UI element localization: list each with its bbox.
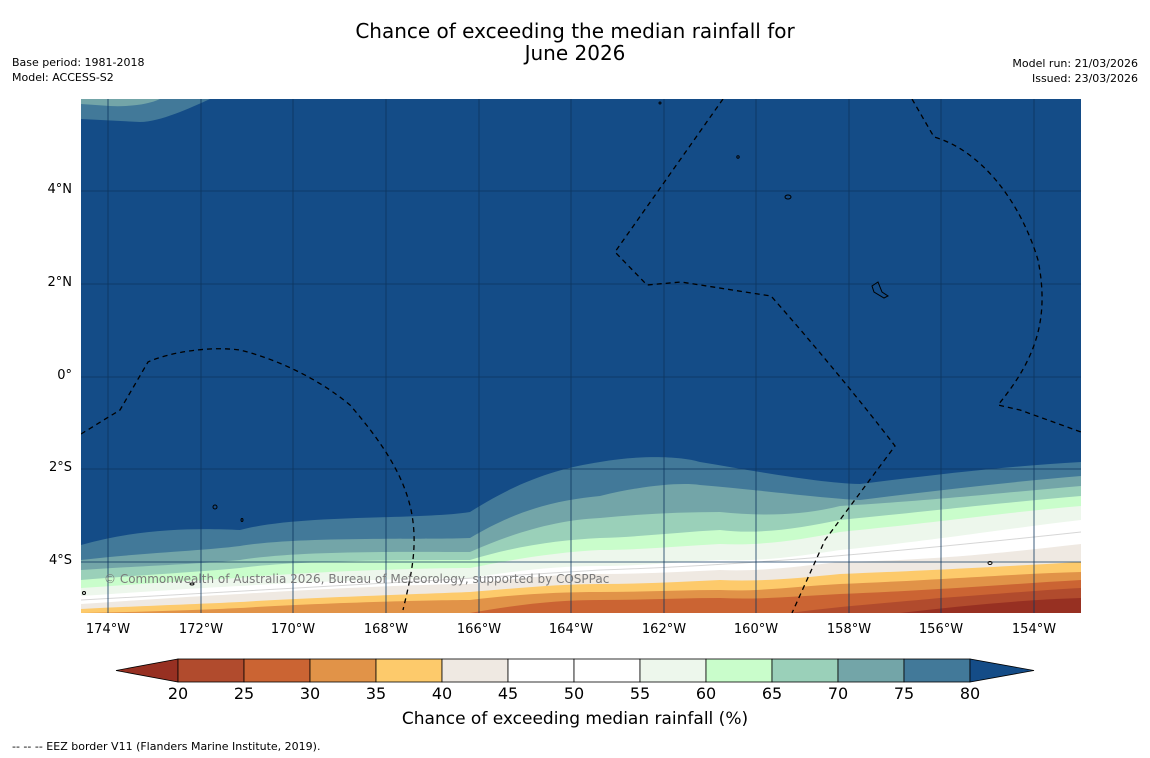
copyright-credit: © Commonwealth of Australia 2026, Bureau… xyxy=(104,572,610,586)
colorbar xyxy=(115,658,1035,683)
lon-label-160w: 160°W xyxy=(733,622,779,637)
colorbar-segment xyxy=(837,658,905,683)
title-line-1: Chance of exceeding the median rainfall … xyxy=(355,19,795,43)
lat-label-2s: 2°S xyxy=(48,460,72,475)
colorbar-tick-label: 75 xyxy=(893,684,915,703)
meta-left: Base period: 1981-2018 Model: ACCESS-S2 xyxy=(12,55,144,85)
lon-label-164w: 164°W xyxy=(548,622,594,637)
colorbar-extend-high xyxy=(969,658,1035,683)
colorbar-tick-label: 55 xyxy=(629,684,651,703)
contour-line xyxy=(81,531,1081,601)
colorbar-tick-label: 70 xyxy=(827,684,849,703)
lon-label-166w: 166°W xyxy=(456,622,502,637)
issued-date: Issued: 23/03/2026 xyxy=(1031,72,1138,85)
colorbar-tick-label: 40 xyxy=(431,684,453,703)
contour-70-75-top xyxy=(81,99,160,107)
colorbar-segment xyxy=(441,658,509,683)
colorbar-tick-label: 45 xyxy=(497,684,519,703)
colorbar-tick-label: 30 xyxy=(299,684,321,703)
colorbar-extend-low xyxy=(115,658,179,683)
colorbar-tick-label: 50 xyxy=(563,684,585,703)
colorbar-tick-label: 60 xyxy=(695,684,717,703)
map-title: Chance of exceeding the median rainfall … xyxy=(0,20,1150,64)
contour-below-20 xyxy=(900,598,1081,613)
colorbar-segment xyxy=(573,658,641,683)
islands xyxy=(82,101,993,595)
footer-note: -- -- -- EEZ border V11 (Flanders Marine… xyxy=(12,740,321,753)
lon-label-156w: 156°W xyxy=(918,622,964,637)
lon-label-162w: 162°W xyxy=(641,622,687,637)
lat-label-0: 0° xyxy=(57,368,72,383)
colorbar-title: Chance of exceeding median rainfall (%) xyxy=(401,709,749,729)
colorbar-segment xyxy=(507,658,575,683)
lon-label-174w: 174°W xyxy=(85,622,131,637)
model-name: Model: ACCESS-S2 xyxy=(12,71,114,84)
lon-label-154w: 154°W xyxy=(1011,622,1057,637)
colorbar-segment xyxy=(903,658,971,683)
colorbar-tick-label: 20 xyxy=(167,684,189,703)
lon-label-168w: 168°W xyxy=(363,622,409,637)
lon-label-172w: 172°W xyxy=(178,622,224,637)
colorbar-segment xyxy=(309,658,377,683)
lat-label-4n: 4°N xyxy=(47,182,73,197)
model-run: Model run: 21/03/2026 xyxy=(1012,57,1138,70)
colorbar-tick-label: 25 xyxy=(233,684,255,703)
eez-borders xyxy=(81,99,1081,613)
lat-label-4s: 4°S xyxy=(48,553,72,568)
colorbar-tick-label: 65 xyxy=(761,684,783,703)
colorbar-tick-label: 80 xyxy=(959,684,981,703)
lon-label-158w: 158°W xyxy=(826,622,872,637)
colorbar-segment xyxy=(705,658,773,683)
colorbar-tick-label: 35 xyxy=(365,684,387,703)
meta-right: Model run: 21/03/2026 Issued: 23/03/2026 xyxy=(1012,56,1138,86)
gridlines xyxy=(81,99,1081,613)
title-line-2: June 2026 xyxy=(524,41,626,65)
lon-label-170w: 170°W xyxy=(270,622,316,637)
colorbar-segment xyxy=(243,658,311,683)
base-period: Base period: 1981-2018 xyxy=(12,56,145,69)
colorbar-segment xyxy=(177,658,245,683)
colorbar-segment xyxy=(771,658,839,683)
colorbar-segment xyxy=(639,658,707,683)
lat-label-2n: 2°N xyxy=(47,275,73,290)
colorbar-segment xyxy=(375,658,443,683)
